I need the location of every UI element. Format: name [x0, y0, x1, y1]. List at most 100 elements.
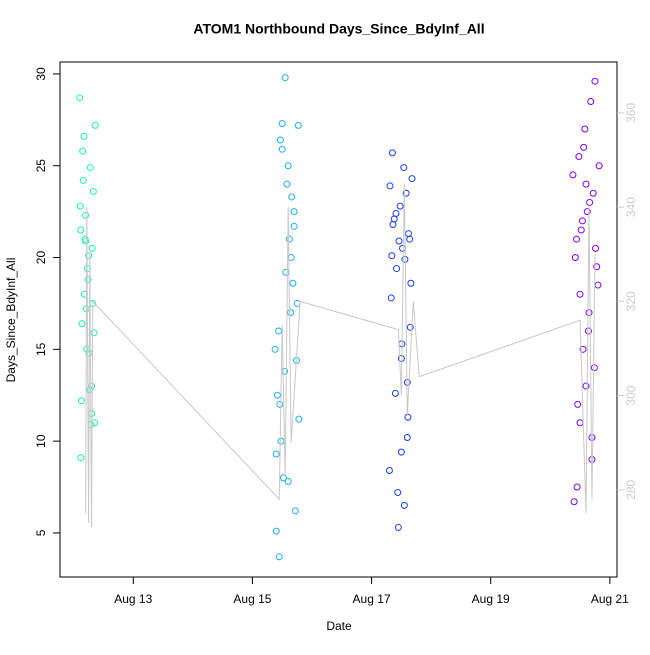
point	[284, 478, 292, 486]
point	[77, 397, 85, 405]
point	[90, 329, 98, 337]
point	[569, 171, 577, 179]
point	[288, 193, 296, 201]
point	[576, 290, 584, 298]
point	[404, 230, 412, 238]
point	[574, 400, 582, 408]
point	[394, 489, 402, 497]
point	[407, 279, 415, 287]
point	[576, 419, 584, 427]
point	[386, 182, 394, 190]
point	[279, 474, 287, 482]
point	[85, 252, 93, 260]
point	[570, 498, 578, 506]
point	[291, 507, 299, 515]
x-tick-label: Aug 21	[591, 592, 629, 606]
y-tick-label: 5	[34, 529, 48, 536]
point	[88, 382, 96, 390]
point	[387, 294, 395, 302]
point	[275, 327, 283, 335]
point	[77, 226, 85, 234]
chart-title: ATOM1 Northbound Days_Since_BdyInf_All	[193, 21, 484, 37]
point	[77, 454, 85, 462]
point	[76, 202, 84, 210]
point	[388, 252, 396, 260]
point	[82, 237, 90, 245]
point	[271, 345, 279, 353]
point	[583, 208, 591, 216]
y-tick-label: 30	[34, 67, 48, 81]
y2-tick-label: 300	[624, 385, 638, 405]
point	[91, 419, 99, 427]
point	[284, 162, 292, 170]
point	[396, 202, 404, 210]
point	[394, 523, 402, 531]
point	[585, 309, 593, 317]
plot-frame	[59, 61, 618, 578]
line	[85, 183, 596, 528]
point	[287, 309, 295, 317]
point	[579, 345, 587, 353]
point	[88, 244, 96, 252]
y-tick-label: 15	[34, 342, 48, 356]
point	[589, 189, 597, 197]
point	[79, 147, 87, 155]
point	[408, 175, 416, 183]
point	[575, 153, 583, 161]
point	[276, 400, 284, 408]
point	[573, 483, 581, 491]
point	[294, 121, 302, 129]
point	[89, 187, 97, 195]
x-tick-label: Aug 19	[472, 592, 510, 606]
y-tick-label: 20	[34, 251, 48, 265]
point	[582, 180, 590, 188]
point	[571, 254, 579, 262]
y2-tick-label: 340	[624, 197, 638, 217]
point	[80, 132, 88, 140]
point	[273, 391, 281, 399]
y2-tick-label: 280	[624, 479, 638, 499]
point	[278, 120, 286, 128]
point	[581, 125, 589, 133]
point	[397, 448, 405, 456]
point	[275, 553, 283, 561]
point	[277, 437, 285, 445]
point	[76, 94, 84, 102]
point	[595, 162, 603, 170]
point	[404, 413, 412, 421]
point	[582, 382, 590, 390]
point	[572, 235, 580, 243]
point	[393, 265, 401, 273]
point	[586, 198, 594, 206]
point	[82, 211, 90, 219]
y-axis-label: Days_Since_BdyInf_All	[4, 258, 18, 383]
point	[283, 180, 291, 188]
point	[272, 527, 280, 535]
point	[278, 145, 286, 153]
point	[594, 281, 602, 289]
point	[590, 364, 598, 372]
point	[290, 222, 298, 230]
point	[290, 208, 298, 216]
y-tick-label: 10	[34, 434, 48, 448]
point	[402, 189, 410, 197]
y2-tick-label: 320	[624, 291, 638, 311]
point	[91, 121, 99, 129]
point	[578, 217, 586, 225]
point	[285, 235, 293, 243]
point	[281, 74, 289, 82]
point	[406, 235, 414, 243]
point	[593, 263, 601, 271]
point	[395, 237, 403, 245]
point	[293, 299, 301, 307]
point	[78, 320, 86, 328]
point	[584, 327, 592, 335]
point	[400, 164, 408, 172]
point	[587, 97, 595, 105]
point	[385, 467, 393, 475]
point	[577, 226, 585, 234]
point	[79, 176, 87, 184]
point	[403, 433, 411, 441]
x-tick-label: Aug 17	[353, 592, 391, 606]
point	[580, 143, 588, 151]
